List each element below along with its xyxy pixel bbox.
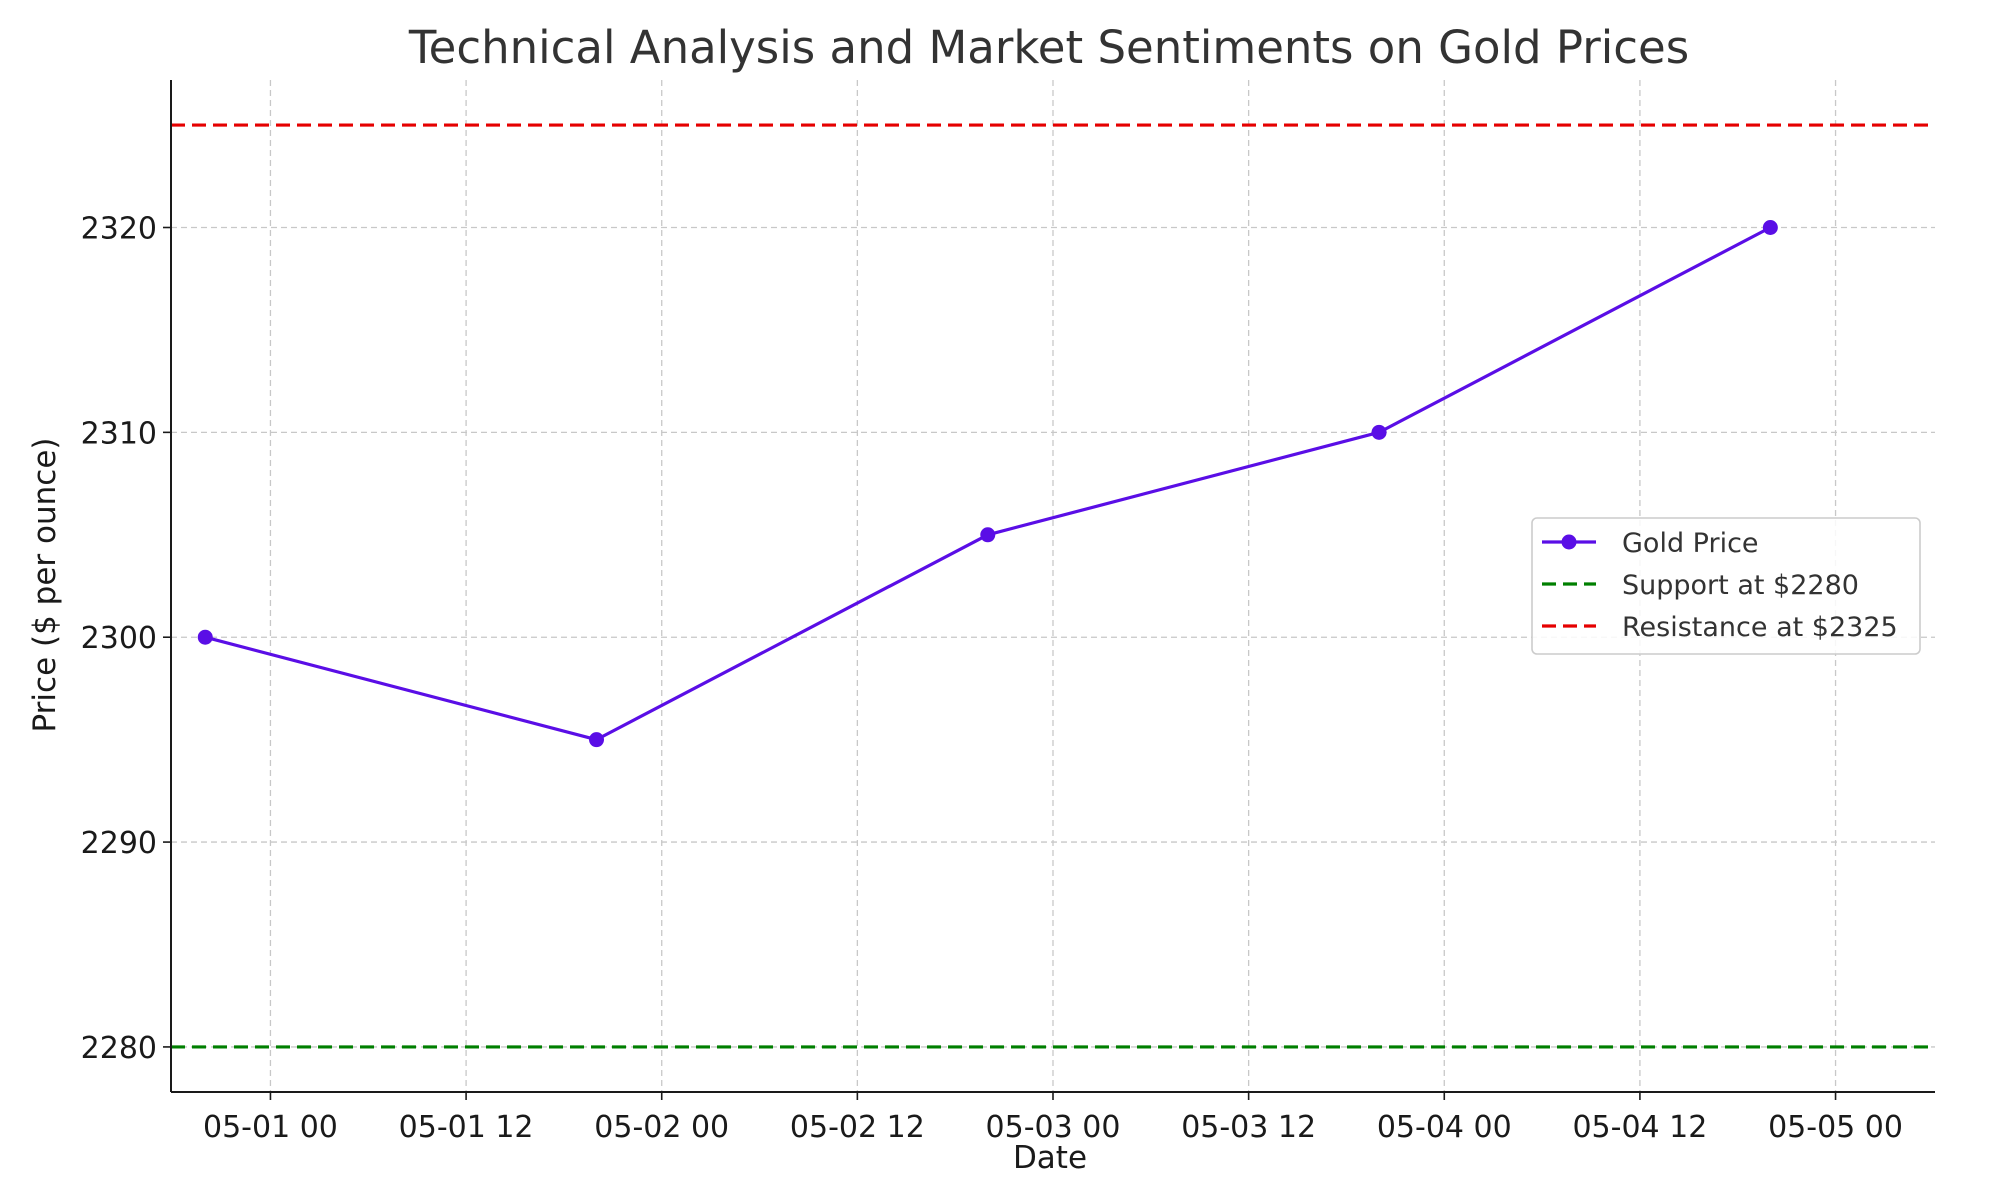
- x-tick-label: 05-04 12: [1572, 1110, 1707, 1145]
- tick-labels: 05-01 00 05-01 12 05-02 00 05-02 12 05-03 00…: [81, 211, 1903, 1145]
- series-layer: [197, 219, 1778, 748]
- x-tick-label: 05-01 00: [203, 1110, 338, 1145]
- y-tick-label: 2290: [81, 826, 157, 861]
- legend-label: Support at $2280: [1622, 570, 1859, 601]
- x-tick-label: 05-04 00: [1377, 1110, 1512, 1145]
- y-tick-label: 2300: [81, 621, 157, 656]
- gold-price-point: [1371, 424, 1387, 440]
- x-tick-label: 05-05 00: [1768, 1110, 1903, 1145]
- x-tick-label: 05-02 12: [790, 1110, 925, 1145]
- y-axis-label: Price ($ per ounce): [27, 438, 63, 733]
- reference-lines: [171, 123, 1935, 1049]
- y-tick-label: 2310: [81, 416, 157, 451]
- gold-price-point: [589, 732, 605, 748]
- x-tick-label: 05-03 00: [986, 1110, 1121, 1145]
- y-tick-label: 2320: [81, 211, 157, 246]
- legend-label: Gold Price: [1622, 528, 1759, 559]
- y-tick-label: 2280: [81, 1031, 157, 1066]
- legend-label: Resistance at $2325: [1622, 612, 1898, 643]
- x-tick-label: 05-03 12: [1181, 1110, 1316, 1145]
- axes: [163, 80, 1935, 1100]
- x-tick-label: 05-02 00: [594, 1110, 729, 1145]
- gold-price-point: [1762, 219, 1778, 235]
- x-axis-label: Date: [1013, 1140, 1087, 1176]
- chart-title: Technical Analysis and Market Sentiments…: [408, 21, 1689, 74]
- legend: Gold Price Support at $2280 Resistance at …: [1531, 517, 1921, 655]
- x-tick-label: 05-01 12: [399, 1110, 534, 1145]
- gold-price-point: [980, 527, 996, 543]
- gold-price-point: [197, 629, 213, 645]
- gold-price-line: [204, 226, 1772, 742]
- legend-marker-gold-price: [1561, 534, 1577, 550]
- legend-box: [1531, 517, 1921, 655]
